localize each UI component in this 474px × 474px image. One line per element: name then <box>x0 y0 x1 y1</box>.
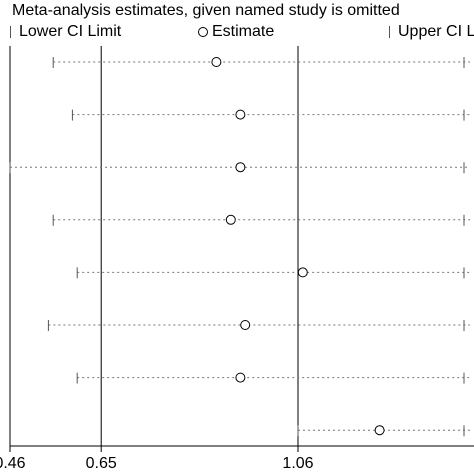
chart-title: Meta-analysis estimates, given named stu… <box>12 2 400 19</box>
estimate-point-6 <box>235 372 246 383</box>
estimate-point-3 <box>225 214 236 225</box>
estimate-circle-icon <box>198 27 208 37</box>
legend-item-estimate: Estimate <box>198 22 274 42</box>
x-tick-label-0: 0.46 <box>0 455 26 472</box>
lower-ci-tick-icon <box>10 26 11 38</box>
legend-item-upper: Upper CI L <box>389 22 474 42</box>
estimate-point-7 <box>374 425 385 436</box>
legend-label-upper: Upper CI L <box>398 23 474 40</box>
x-tick-label-1: 0.65 <box>86 455 117 472</box>
estimate-point-0 <box>211 57 222 67</box>
estimate-point-4 <box>297 267 308 278</box>
legend-label-lower: Lower CI Limit <box>19 23 122 40</box>
estimate-point-5 <box>240 320 251 330</box>
upper-ci-tick-icon <box>389 26 390 38</box>
x-tick-label-2: 1.06 <box>282 455 313 472</box>
estimate-point-2 <box>235 162 246 173</box>
legend-label-estimate: Estimate <box>212 23 275 40</box>
legend: Lower CI Limit Estimate Upper CI L <box>0 22 474 44</box>
legend-item-lower: Lower CI Limit <box>10 22 121 42</box>
estimate-point-1 <box>235 109 246 120</box>
